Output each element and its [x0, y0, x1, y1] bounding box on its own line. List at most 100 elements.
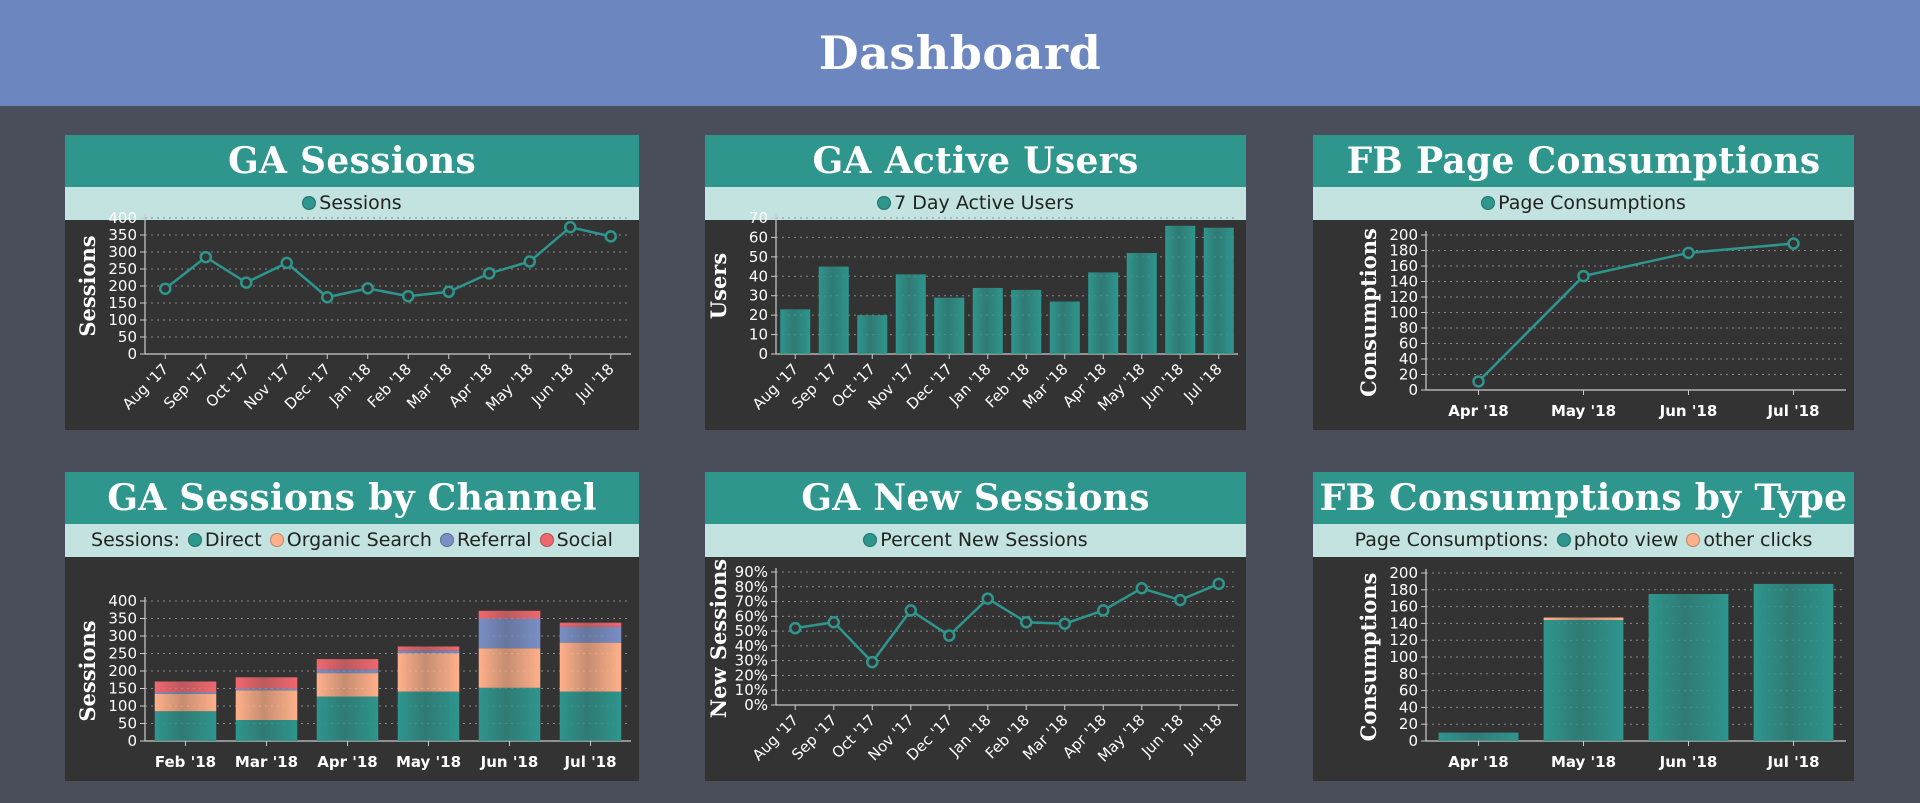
bar-organic-search[interactable]: [235, 690, 298, 720]
data-point[interactable]: [1472, 375, 1485, 388]
bar-other-clicks[interactable]: [1543, 617, 1624, 621]
legend-item-7-day-active-users[interactable]: 7 Day Active Users: [877, 190, 1074, 217]
bar-social[interactable]: [397, 646, 460, 651]
bar-organic-search[interactable]: [316, 673, 379, 697]
bar-direct[interactable]: [316, 696, 379, 741]
y-tick-label: 0: [127, 732, 137, 750]
data-point[interactable]: [1174, 593, 1187, 607]
bar-direct[interactable]: [478, 687, 541, 741]
data-point[interactable]: [442, 285, 455, 299]
bar-7-day-active-users[interactable]: [1088, 272, 1119, 354]
bar-social[interactable]: [316, 659, 379, 670]
bar-7-day-active-users[interactable]: [780, 309, 811, 354]
y-tick-label: 140: [1389, 614, 1418, 632]
x-tick-label: Sep '17: [160, 360, 213, 413]
data-point[interactable]: [159, 282, 172, 295]
ga-active-users-panel: GA Active Users 7 Day Active Users 0 10 20 30…: [705, 135, 1246, 430]
bar-direct[interactable]: [397, 691, 460, 741]
bar-referral[interactable]: [397, 650, 460, 654]
data-point[interactable]: [321, 290, 334, 304]
data-point[interactable]: [483, 267, 496, 280]
data-point[interactable]: [361, 282, 374, 295]
bar-organic-search[interactable]: [478, 648, 541, 688]
data-point[interactable]: [240, 276, 253, 289]
data-point[interactable]: [564, 220, 577, 234]
data-point[interactable]: [904, 604, 917, 617]
bar-social[interactable]: [478, 610, 541, 619]
data-point[interactable]: [1577, 269, 1590, 283]
bar-7-day-active-users[interactable]: [934, 297, 965, 354]
data-point[interactable]: [943, 629, 956, 642]
legend-item-photo-view[interactable]: photo view: [1556, 527, 1678, 554]
legend-item-percent-new-sessions[interactable]: Percent New Sessions: [863, 527, 1088, 554]
data-point[interactable]: [280, 256, 293, 270]
y-tick-label: 80: [1399, 319, 1418, 337]
bar-referral[interactable]: [235, 688, 298, 691]
data-point[interactable]: [981, 592, 994, 605]
y-tick-label: 200: [108, 662, 137, 680]
bar-social[interactable]: [235, 677, 298, 689]
bar-direct[interactable]: [235, 720, 298, 741]
data-point[interactable]: [1212, 577, 1225, 591]
data-point[interactable]: [523, 255, 536, 268]
data-point[interactable]: [1020, 615, 1033, 629]
bar-referral[interactable]: [154, 692, 217, 694]
y-tick-label: 120: [1389, 631, 1418, 649]
data-point[interactable]: [827, 615, 840, 629]
bar-7-day-active-users[interactable]: [857, 315, 888, 354]
bar-7-day-active-users[interactable]: [818, 266, 849, 354]
legend-item-referral[interactable]: Referral: [439, 527, 532, 554]
legend-item-other-clicks[interactable]: other clicks: [1686, 527, 1812, 554]
chart-legend: 7 Day Active Users: [705, 187, 1246, 220]
bar-7-day-active-users[interactable]: [1049, 301, 1080, 354]
bar-7-day-active-users[interactable]: [1126, 252, 1157, 354]
bar-photo-view[interactable]: [1543, 620, 1624, 741]
bar-social[interactable]: [559, 622, 622, 627]
legend-item-page-consumptions[interactable]: Page Consumptions: [1481, 190, 1686, 217]
data-point[interactable]: [199, 250, 212, 264]
y-axis-label: New Sessions: [706, 559, 731, 718]
bar-social[interactable]: [154, 681, 217, 693]
data-point[interactable]: [1682, 246, 1695, 260]
bar-7-day-active-users[interactable]: [972, 287, 1003, 354]
chart-legend: Page Consumptions: photo view other clicks: [1313, 524, 1854, 557]
legend-item-sessions[interactable]: Sessions: [302, 190, 402, 217]
data-point[interactable]: [1787, 237, 1800, 250]
bar-referral[interactable]: [478, 618, 541, 649]
bar-referral[interactable]: [559, 626, 622, 643]
x-tick-label: Jul '18: [563, 753, 616, 771]
data-point[interactable]: [789, 621, 802, 635]
bar-7-day-active-users[interactable]: [895, 274, 926, 354]
y-tick-label: 60: [1399, 682, 1418, 700]
data-point[interactable]: [604, 230, 617, 243]
data-point[interactable]: [1058, 617, 1071, 630]
y-tick-label: 200: [108, 277, 137, 295]
legend-item-direct[interactable]: Direct: [187, 527, 262, 554]
legend-item-social[interactable]: Social: [539, 527, 613, 554]
bar-organic-search[interactable]: [559, 642, 622, 692]
series-line-sessions: [164, 225, 612, 299]
y-axis-label: Sessions: [75, 620, 100, 721]
bar-7-day-active-users[interactable]: [1203, 227, 1234, 354]
legend-swatch: [1556, 533, 1571, 547]
bar-7-day-active-users[interactable]: [1011, 289, 1042, 354]
bar-organic-search[interactable]: [154, 693, 217, 712]
bar-photo-view[interactable]: [1753, 583, 1834, 741]
bar-direct[interactable]: [154, 711, 217, 741]
x-tick-label: Feb '18: [155, 753, 216, 771]
data-point[interactable]: [1097, 604, 1110, 617]
bar-7-day-active-users[interactable]: [1165, 225, 1196, 354]
data-point[interactable]: [866, 655, 879, 669]
data-point[interactable]: [402, 289, 415, 303]
legend-item-organic-search[interactable]: Organic Search: [269, 527, 432, 554]
bar-organic-search[interactable]: [397, 653, 460, 692]
data-point[interactable]: [1135, 582, 1148, 595]
bar-photo-view[interactable]: [1438, 732, 1519, 741]
bar-referral[interactable]: [316, 669, 379, 674]
dashboard-header: Dashboard: [0, 0, 1920, 106]
bar-photo-view[interactable]: [1648, 594, 1729, 741]
y-axis-label: Consumptions: [1356, 228, 1381, 397]
bar-direct[interactable]: [559, 691, 622, 741]
